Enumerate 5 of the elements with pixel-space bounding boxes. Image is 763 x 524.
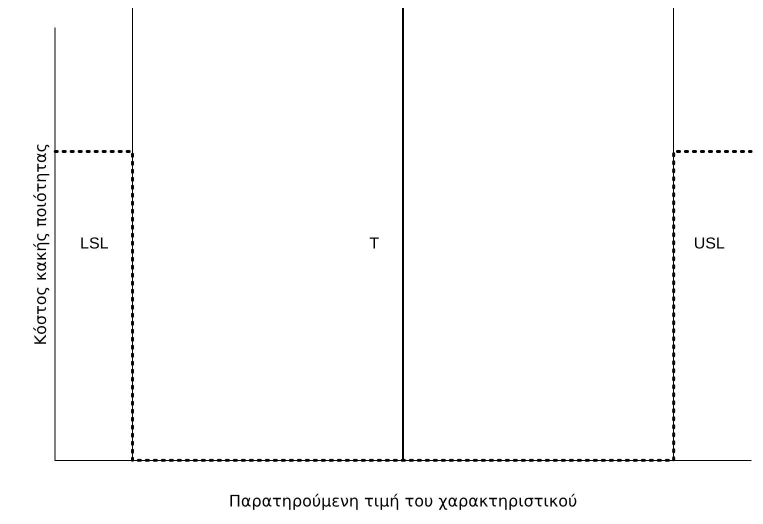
- annotation: T: [369, 236, 380, 253]
- x-axis-title: Παρατηρούμενη τιμή του χαρακτηριστικού: [228, 492, 578, 511]
- annotation: LSL: [80, 236, 109, 253]
- y-axis-title: Κόστος κακής ποιότητας: [30, 143, 50, 346]
- annotation: USL: [694, 236, 725, 253]
